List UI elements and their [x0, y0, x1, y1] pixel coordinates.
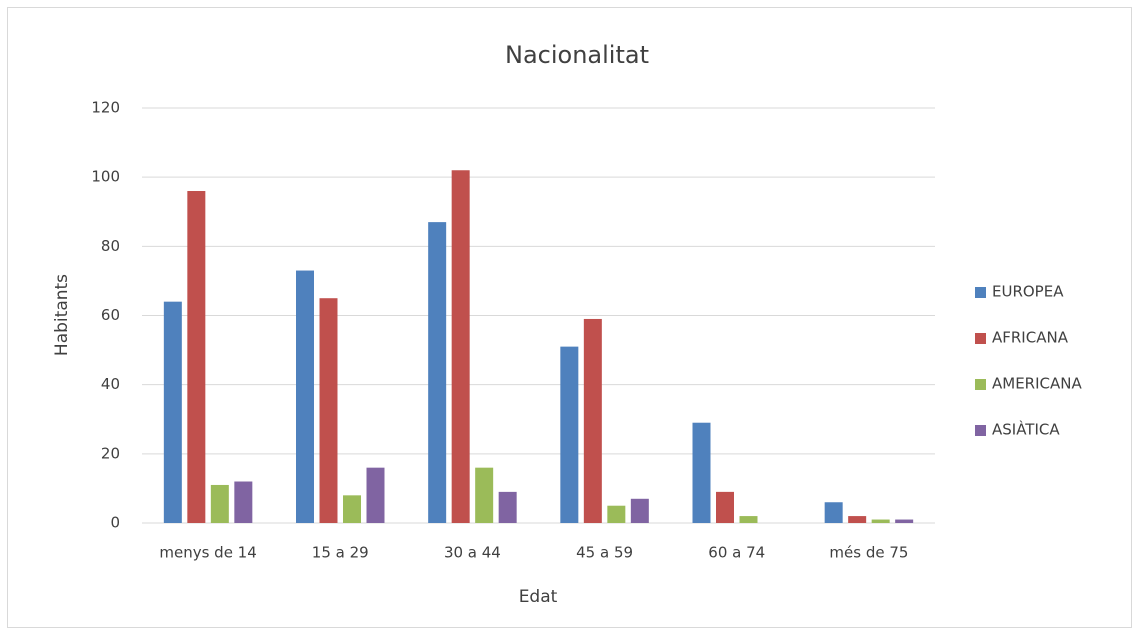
legend-label: AMERICANA	[992, 375, 1082, 393]
bar	[895, 519, 914, 523]
bar	[319, 298, 338, 523]
x-axis-label: Edat	[519, 587, 558, 607]
legend-label: AFRICANA	[992, 329, 1069, 347]
bar	[630, 498, 649, 523]
bar	[428, 222, 447, 523]
x-tick-label: 60 a 74	[708, 544, 765, 562]
bar	[475, 467, 494, 523]
bar	[451, 170, 470, 523]
legend-swatch	[975, 287, 986, 298]
bar	[187, 191, 206, 523]
x-tick-label: 45 a 59	[576, 544, 633, 562]
bar	[848, 516, 867, 523]
x-tick-label: 30 a 44	[444, 544, 501, 562]
y-tick-label: 80	[101, 237, 120, 255]
bar	[871, 519, 890, 523]
y-tick-label: 60	[101, 306, 120, 324]
y-tick-label: 100	[91, 168, 120, 186]
y-tick-label: 120	[91, 99, 120, 117]
bar	[739, 516, 758, 523]
bar	[498, 491, 517, 523]
legend-label: EUROPEA	[992, 283, 1064, 301]
chart-title: Nacionalitat	[505, 41, 649, 69]
bar	[234, 481, 253, 523]
x-tick-label: 15 a 29	[312, 544, 369, 562]
x-tick-label: menys de 14	[159, 544, 256, 562]
y-axis-label: Habitants	[52, 274, 72, 356]
bar	[210, 484, 229, 523]
y-tick-label: 0	[110, 514, 120, 532]
bar	[366, 467, 385, 523]
legend-label: ASIÀTICA	[992, 420, 1060, 439]
legend-swatch	[975, 379, 986, 390]
y-tick-label: 40	[101, 375, 120, 393]
bar	[583, 318, 602, 523]
bar	[607, 505, 626, 523]
legend-swatch	[975, 425, 986, 436]
bar	[692, 422, 711, 523]
bar	[716, 491, 734, 523]
bar	[163, 301, 182, 523]
bar	[560, 346, 579, 523]
bar	[824, 502, 843, 523]
legend-swatch	[975, 333, 986, 344]
x-tick-label: més de 75	[829, 544, 908, 562]
y-tick-label: 20	[101, 444, 120, 462]
bar	[343, 495, 361, 523]
bar	[296, 270, 314, 523]
